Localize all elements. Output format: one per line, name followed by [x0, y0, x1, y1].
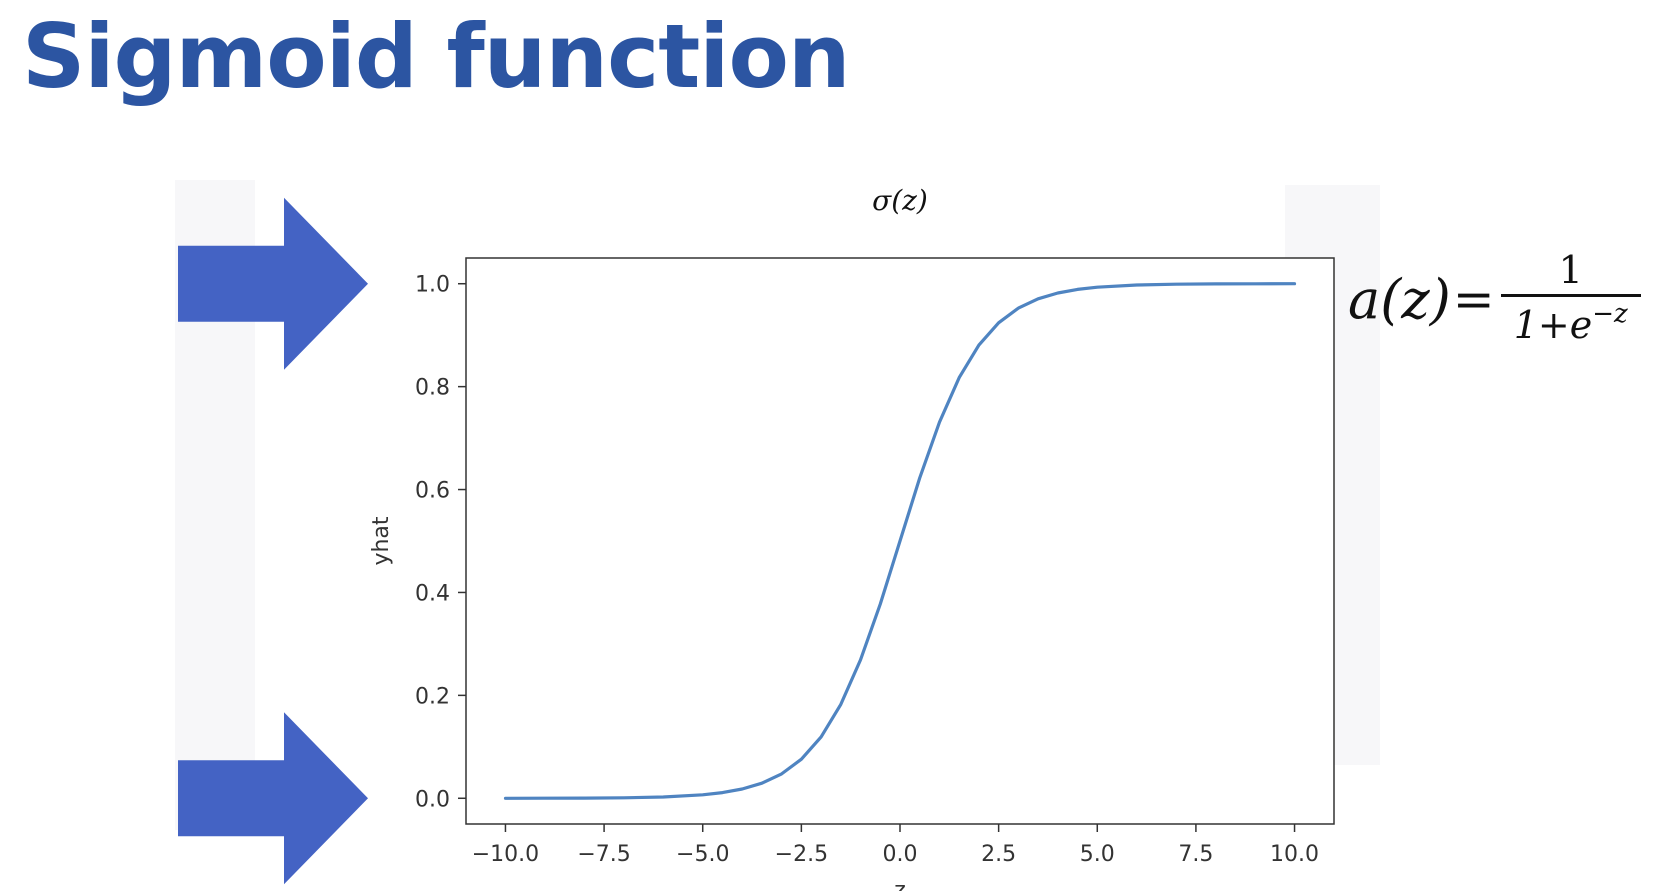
- formula-denominator: 1+e−z: [1514, 297, 1628, 349]
- y-tick-label: 0.8: [415, 376, 450, 401]
- y-axis-label: yhat: [369, 516, 394, 565]
- x-axis-label: z: [894, 878, 906, 891]
- slide-title: Sigmoid function: [22, 5, 851, 108]
- y-tick-label: 0.0: [415, 787, 450, 812]
- right-arrow-icon: [178, 197, 368, 370]
- sigmoid-formula: a(z) = 1 1+e−z: [1348, 248, 1641, 349]
- x-tick-label: −5.0: [676, 842, 729, 867]
- x-tick-label: −2.5: [775, 842, 828, 867]
- axis-ticks: −10.0 −7.5 −5.0 −2.5 0.0 2.5 5.0 7.5 10.0 0.0 0.2 0…: [415, 273, 1319, 867]
- x-tick-label: −7.5: [577, 842, 630, 867]
- arrows-layer: [178, 197, 368, 885]
- chart-title: σ(z): [872, 184, 928, 217]
- series-line-sigmoid: [503, 282, 1297, 800]
- x-tick-label: 0.0: [883, 842, 918, 867]
- y-tick-label: 0.6: [415, 479, 450, 504]
- x-tick-label: 7.5: [1178, 842, 1213, 867]
- y-tick-label: 1.0: [415, 273, 450, 298]
- x-tick-label: −10.0: [472, 842, 539, 867]
- x-tick-label: 5.0: [1080, 842, 1115, 867]
- formula-denominator-exponent: −z: [1592, 298, 1628, 329]
- plot-area: [465, 257, 1335, 825]
- formula-equals: =: [1452, 270, 1495, 329]
- formula-lhs: a(z): [1348, 267, 1451, 331]
- y-tick-label: 0.2: [415, 684, 450, 709]
- formula-fraction: 1 1+e−z: [1500, 248, 1641, 349]
- formula-numerator: 1: [1558, 248, 1583, 292]
- right-arrow-icon: [178, 712, 368, 885]
- fraction-bar: [1500, 293, 1641, 297]
- x-tick-label: 2.5: [981, 842, 1016, 867]
- formula-denominator-base: 1+e: [1513, 302, 1593, 347]
- x-tick-label: 10.0: [1270, 842, 1319, 867]
- y-tick-label: 0.4: [415, 581, 450, 606]
